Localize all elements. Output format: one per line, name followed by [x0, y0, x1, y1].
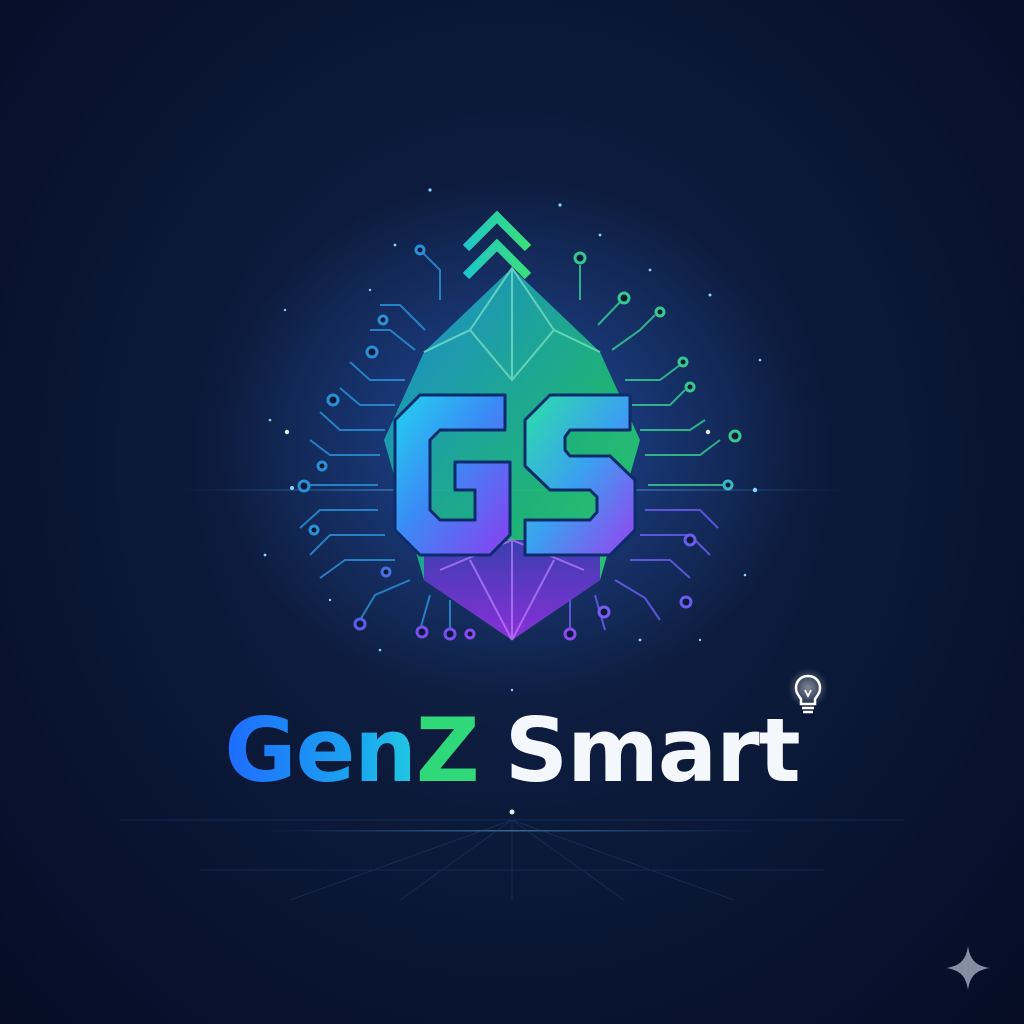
sparkle-icon — [946, 946, 990, 990]
gs-monogram — [393, 393, 637, 557]
double-chevron-up-icon — [462, 210, 532, 280]
wordmark-gen: Gen — [224, 699, 417, 802]
wordmark-smart: Smart — [504, 699, 801, 802]
wordmark-z: Z — [415, 699, 480, 802]
lightbulb-icon — [788, 668, 828, 714]
wordmark: GenZ Smart — [0, 696, 1024, 806]
